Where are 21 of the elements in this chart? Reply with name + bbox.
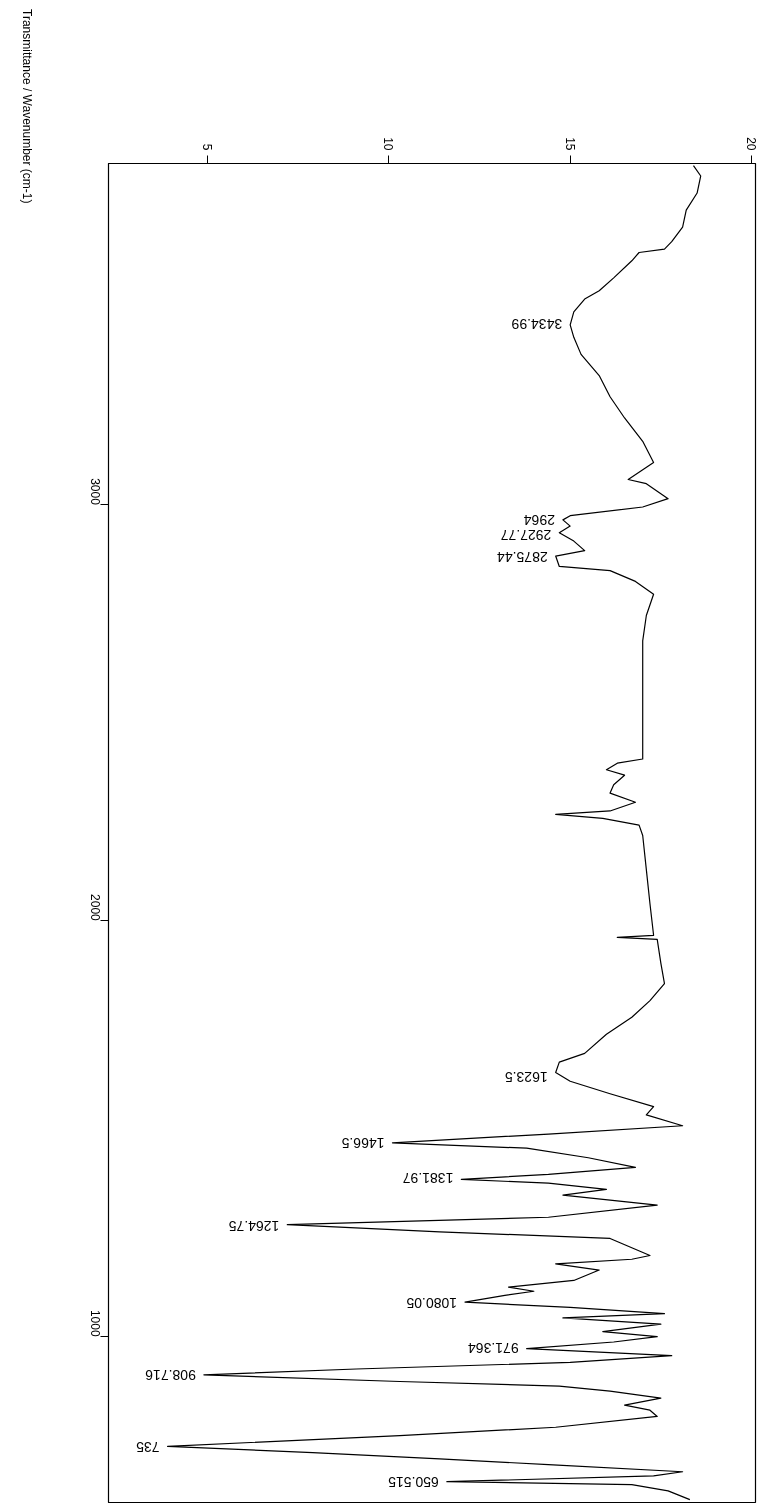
annotation: 971.364 [467,1340,519,1357]
annotation: 1623.5 [504,1069,548,1086]
y-axis-title: Transmittance / Wavenumber (cm-1) [19,9,35,204]
y-tick-label: 1000 [88,1309,102,1337]
annotation: 908.716 [145,1366,196,1383]
annotation: 3434.99 [511,316,563,333]
x-tick-label: 5 [200,143,215,151]
annotation: 2927.77 [500,526,552,543]
annotation: 1466.5 [341,1134,385,1151]
annotation: 2875.44 [496,548,548,565]
annotation: 1381.97 [402,1169,454,1186]
x-tick-label: 15 [562,137,577,151]
annotation: 2964 [523,511,555,528]
annotation: 735 [136,1438,160,1455]
y-tick-label: 2000 [88,894,102,922]
annotation: 1080.05 [406,1295,457,1312]
x-tick-label: 20 [744,137,757,151]
annotation: 650.515 [388,1473,439,1490]
x-tick-label: 10 [381,137,396,151]
annotation: 1264.75 [228,1218,280,1235]
y-tick-label: 3000 [88,478,102,506]
